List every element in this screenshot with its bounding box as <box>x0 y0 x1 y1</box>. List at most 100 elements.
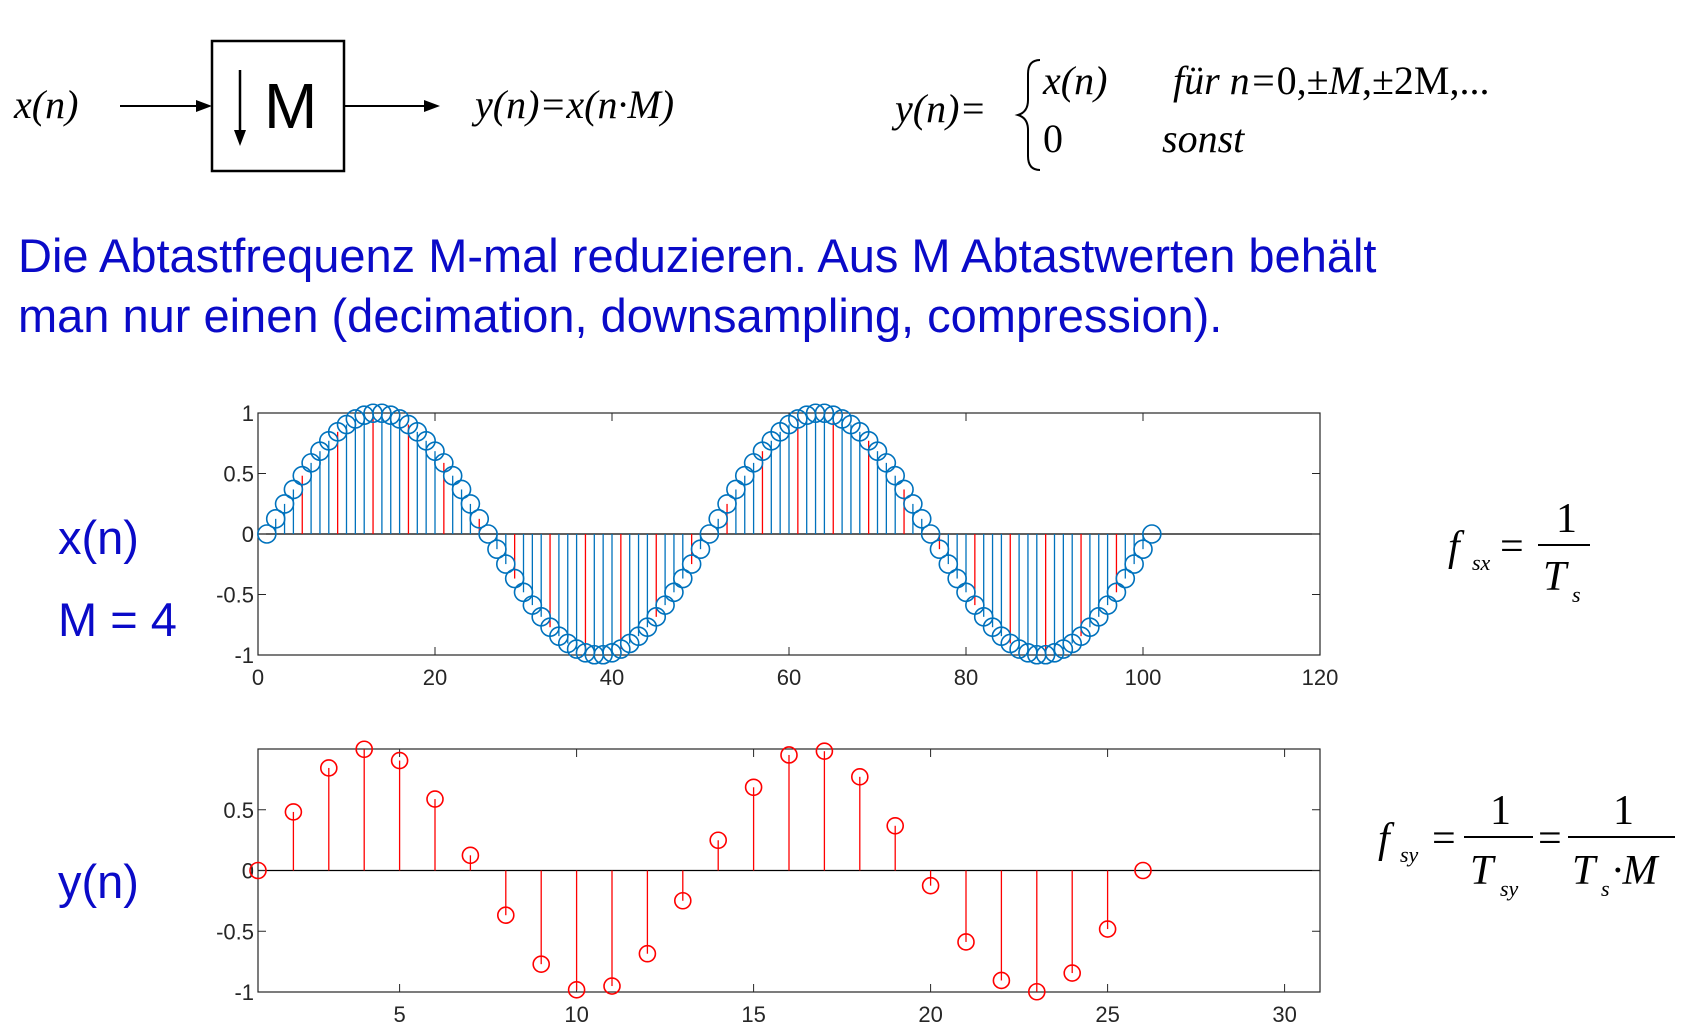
stem-marker <box>982 617 1003 638</box>
svg-text:1: 1 <box>1556 496 1577 542</box>
description-line-1: Die Abtastfrequenz M-mal reduzieren. Aus… <box>18 229 1377 282</box>
fsx-formula: f sx = 1 T s <box>1448 496 1590 607</box>
stem-marker <box>416 430 436 451</box>
stem-marker <box>726 479 746 500</box>
y-tick-label: 0.5 <box>223 798 254 823</box>
stem-marker <box>965 595 985 615</box>
stem-marker <box>319 759 338 777</box>
stem-marker <box>603 977 621 995</box>
x-tick-label: 25 <box>1095 1002 1119 1027</box>
stem-marker <box>532 955 551 973</box>
stem-marker <box>602 643 622 663</box>
stem-marker <box>575 643 596 663</box>
stem-marker <box>593 644 613 665</box>
stem-marker <box>1071 626 1091 646</box>
stem-marker <box>390 751 409 770</box>
stem-marker <box>1080 617 1100 638</box>
piecewise-brace <box>1014 59 1041 171</box>
stem-marker <box>1133 539 1153 559</box>
stem-marker <box>566 639 587 659</box>
stem-marker <box>992 971 1011 990</box>
stem-marker <box>920 524 941 544</box>
stem-marker <box>832 409 852 429</box>
stem-marker <box>487 539 507 559</box>
stem-marker <box>389 409 410 429</box>
svg-text:·M: ·M <box>1612 848 1660 894</box>
stem-marker <box>425 441 445 461</box>
svg-text:=: = <box>1538 816 1562 862</box>
svg-text:1: 1 <box>1490 788 1511 834</box>
stem-marker <box>885 465 906 486</box>
stem-marker <box>372 403 392 424</box>
stem-marker <box>956 582 976 603</box>
stem-marker <box>823 405 844 425</box>
stem-marker <box>850 768 869 786</box>
stem-marker <box>921 876 940 895</box>
svg-text:f: f <box>1378 816 1395 862</box>
stem-marker <box>858 430 879 451</box>
y-signal-label: y(n) <box>58 855 139 908</box>
description-line-2: man nur einen (decimation, downsampling,… <box>18 289 1223 342</box>
stem-marker <box>699 524 720 544</box>
stem-marker <box>567 981 586 999</box>
stem-marker <box>1098 920 1117 938</box>
stem-marker <box>249 861 267 880</box>
stem-marker <box>336 414 357 435</box>
y-stem-chart: 0.5 0 -0.5 -1 5 10 15 20 25 30 <box>216 740 1321 1027</box>
stem-marker <box>345 409 366 429</box>
stem-marker <box>310 441 330 461</box>
stem-marker <box>849 422 870 442</box>
stem-marker <box>274 494 295 514</box>
stem-marker <box>355 740 374 759</box>
stem-marker <box>540 617 560 638</box>
block-factor-label: M <box>264 70 317 142</box>
svg-text:sx: sx <box>1472 550 1491 575</box>
stem-marker <box>531 607 552 627</box>
stem-marker <box>780 746 798 764</box>
stem-marker <box>664 582 684 603</box>
stem-marker <box>1035 644 1056 665</box>
plot-frame <box>257 412 1321 656</box>
x-tick-label: 20 <box>423 665 447 690</box>
x-tick-label: 20 <box>918 1002 942 1027</box>
stem-marker <box>327 422 348 442</box>
stem-marker <box>1106 582 1127 603</box>
case1-expression: x(n) <box>1042 58 1107 103</box>
x-tick-label: 80 <box>954 665 978 690</box>
svg-text:T: T <box>1572 848 1598 894</box>
x-tick-label: 5 <box>393 1002 405 1027</box>
stem-marker <box>655 595 675 615</box>
stem-marker <box>504 568 525 589</box>
stem-marker <box>947 568 967 589</box>
x-tick-label: 120 <box>1302 665 1339 690</box>
y-tick-label: -1 <box>234 643 254 668</box>
plot-frame <box>257 748 1321 993</box>
stem-marker <box>496 906 515 925</box>
stem-marker <box>1028 982 1046 1001</box>
stem-marker <box>973 607 994 627</box>
y-tick-label: 1 <box>242 401 254 426</box>
decimation-factor-label: M = 4 <box>58 593 177 646</box>
stem-marker <box>815 742 834 760</box>
x-tick-label: 0 <box>252 665 264 690</box>
stem-marker <box>265 509 286 529</box>
stem-marker <box>929 539 950 559</box>
stem-marker <box>549 626 569 646</box>
svg-text:=: = <box>1432 816 1456 862</box>
description-text: Die Abtastfrequenz M-mal reduzieren. Aus… <box>18 226 1678 346</box>
stem-marker <box>991 626 1012 646</box>
stem-marker <box>380 405 401 425</box>
stem-marker <box>461 846 480 865</box>
stem-marker <box>814 403 835 424</box>
stem-marker <box>1027 644 1047 665</box>
stem-marker <box>434 453 454 473</box>
stem-marker <box>1115 568 1136 589</box>
stem-marker <box>513 582 534 603</box>
stem-marker <box>681 554 702 574</box>
stem-marker <box>690 539 711 559</box>
svg-text:f: f <box>1448 524 1465 570</box>
x-signal-label: x(n) <box>58 511 139 564</box>
stem-marker <box>1053 639 1074 659</box>
stem-marker <box>318 430 339 451</box>
input-signal-label: x(n) <box>13 82 78 127</box>
